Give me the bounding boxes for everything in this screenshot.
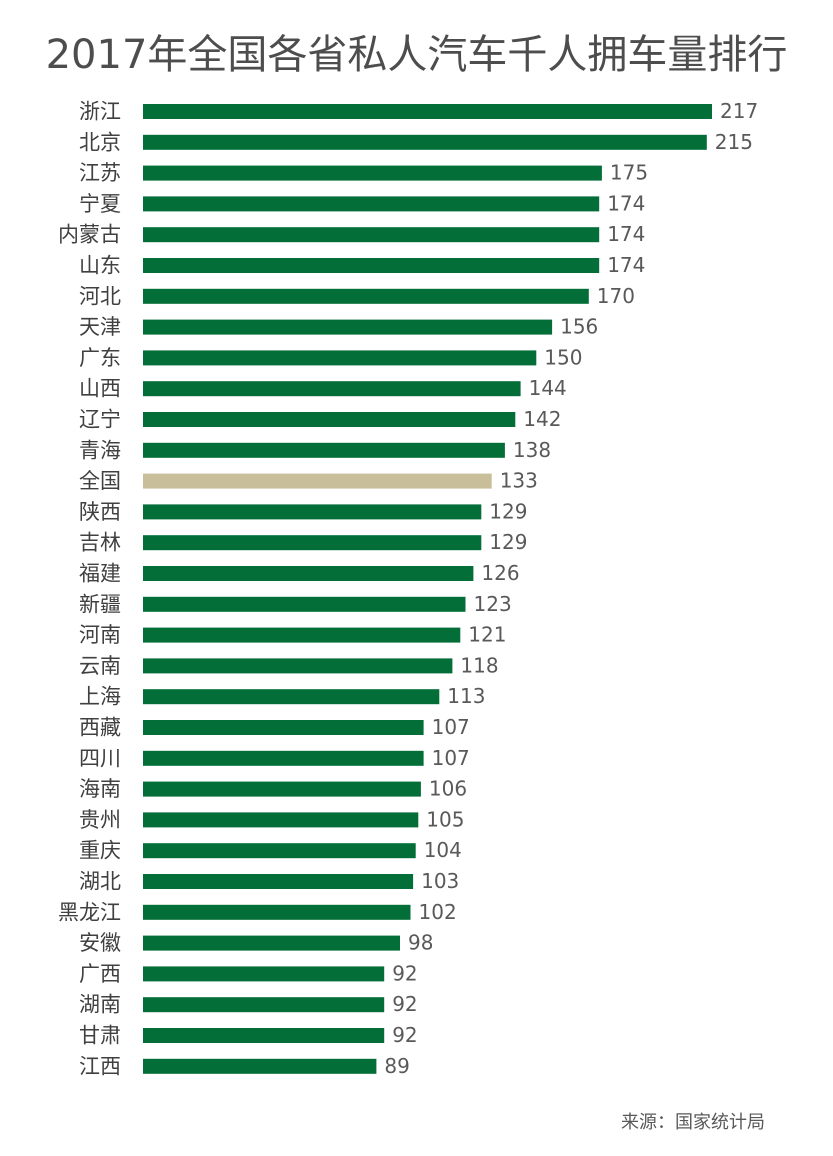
bar-3: [143, 196, 600, 212]
category-label: 安徽: [79, 931, 121, 955]
value-label: 105: [426, 807, 464, 831]
bar-8: [143, 350, 537, 366]
bar-20: [143, 720, 424, 735]
bar-15: [143, 566, 474, 581]
value-label: 215: [715, 130, 753, 154]
value-label: 144: [529, 376, 567, 400]
category-label: 黑龙江: [58, 900, 121, 924]
chart-title: 2017年全国各省私人汽车千人拥车量排行: [45, 32, 788, 78]
category-label: 新疆: [79, 592, 121, 616]
category-label: 湖北: [79, 870, 121, 894]
bar-31: [143, 1058, 377, 1074]
category-label: 重庆: [79, 839, 121, 863]
bar-10: [143, 412, 516, 427]
bar-4: [143, 227, 600, 243]
bar-18: [143, 658, 453, 674]
bar-30: [143, 1028, 385, 1043]
bar-28: [143, 966, 385, 982]
bar-1: [143, 134, 707, 150]
value-label: 92: [392, 961, 417, 985]
value-label: 150: [544, 345, 582, 369]
source-note: 来源：国家统计局: [621, 1112, 765, 1133]
category-label: 北京: [79, 130, 121, 154]
value-label: 129: [489, 530, 527, 554]
category-label: 广东: [79, 346, 121, 370]
category-label: 吉林: [79, 531, 121, 555]
value-label: 89: [384, 1054, 409, 1078]
category-label: 陕西: [79, 500, 121, 524]
category-label: 辽宁: [79, 408, 121, 432]
value-label: 102: [419, 900, 457, 924]
value-label: 113: [447, 684, 485, 708]
value-label: 121: [468, 623, 506, 647]
value-label: 104: [424, 838, 462, 862]
value-label: 175: [610, 161, 648, 185]
value-label: 170: [597, 284, 635, 308]
bar-23: [143, 812, 419, 828]
value-label: 133: [500, 469, 538, 493]
bar-22: [143, 781, 421, 797]
value-label: 174: [607, 253, 645, 277]
value-label: 217: [720, 99, 758, 123]
bar-27: [143, 935, 400, 951]
bar-5: [143, 258, 600, 273]
category-label: 甘肃: [79, 1024, 121, 1048]
category-label: 天津: [79, 315, 121, 339]
value-label: 126: [481, 561, 519, 585]
bar-26: [143, 904, 411, 920]
category-label: 河北: [79, 284, 121, 308]
value-label: 98: [408, 931, 433, 955]
bar-21: [143, 750, 424, 766]
bar-17: [143, 627, 461, 643]
category-label: 山东: [79, 254, 121, 278]
category-label: 全国: [79, 469, 121, 493]
bar-7: [143, 319, 553, 335]
bar-13: [143, 504, 482, 520]
value-label: 129: [489, 499, 527, 523]
category-label: 浙江: [79, 100, 121, 124]
bar-9: [143, 381, 521, 397]
category-label: 海南: [79, 777, 121, 801]
value-label: 103: [421, 869, 459, 893]
category-label: 湖南: [79, 993, 121, 1017]
value-label: 107: [432, 715, 470, 739]
value-label: 123: [474, 592, 512, 616]
bar-6: [143, 288, 589, 304]
category-label: 河南: [79, 623, 121, 647]
category-label: 上海: [79, 685, 121, 709]
category-label: 内蒙古: [58, 223, 121, 247]
category-label: 江苏: [79, 161, 121, 185]
bar-2: [143, 165, 602, 181]
value-label: 174: [607, 191, 645, 215]
category-label: 四川: [79, 746, 121, 770]
bar-24: [143, 843, 416, 859]
value-label: 118: [460, 653, 498, 677]
category-label: 山西: [79, 377, 121, 401]
category-label: 青海: [79, 438, 121, 462]
bar-19: [143, 689, 440, 705]
value-label: 92: [392, 992, 417, 1016]
bar-25: [143, 874, 414, 889]
bar-16: [143, 596, 466, 612]
value-label: 142: [523, 407, 561, 431]
bar-14: [143, 535, 482, 551]
category-label: 江西: [79, 1054, 121, 1078]
category-label: 云南: [79, 654, 121, 678]
bar-0: [143, 104, 712, 119]
category-label: 宁夏: [79, 192, 121, 216]
bar-11: [143, 442, 505, 458]
value-label: 107: [432, 746, 470, 770]
value-label: 174: [607, 222, 645, 246]
value-label: 92: [392, 1023, 417, 1047]
value-label: 106: [429, 777, 467, 801]
category-label: 西藏: [79, 716, 121, 740]
category-label: 广西: [79, 962, 121, 986]
category-label: 贵州: [79, 808, 121, 832]
value-label: 156: [560, 315, 598, 339]
bar-12: [143, 473, 492, 489]
value-label: 138: [513, 438, 551, 462]
bar-29: [143, 997, 385, 1013]
category-label: 福建: [79, 562, 121, 586]
